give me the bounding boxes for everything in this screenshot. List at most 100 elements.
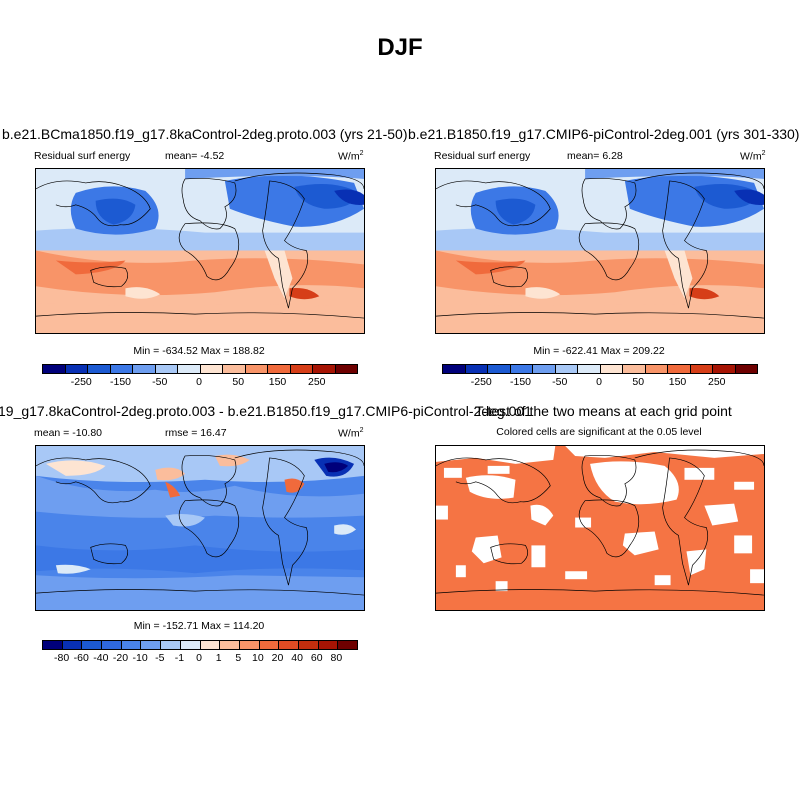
colorbar-swatch <box>318 641 339 649</box>
page-title: DJF <box>377 34 423 61</box>
colorbar-swatch <box>43 365 66 373</box>
panel-2-title: b.e21.B1850.f19_g17.CMIP6-piControl-2deg… <box>408 126 800 142</box>
colorbar-swatch <box>155 365 178 373</box>
colorbar-swatch <box>290 365 313 373</box>
colorbar-tick-label: 0 <box>196 376 202 388</box>
panel-3-minmax: Min = -152.71 Max = 114.20 <box>133 620 265 632</box>
colorbar-swatch <box>82 641 103 649</box>
colorbar-swatch <box>465 365 488 373</box>
panel-3-colorbar <box>42 640 358 650</box>
colorbar-tick-label: -50 <box>552 376 568 388</box>
colorbar-swatch <box>578 365 601 373</box>
colorbar-swatch <box>690 365 713 373</box>
colorbar-swatch <box>645 365 668 373</box>
colorbar-tick-label: -20 <box>112 652 129 664</box>
colorbar-swatch <box>510 365 533 373</box>
colorbar-tick-label: -10 <box>132 652 148 664</box>
panel-1-variable-label: Residual surf energy <box>34 150 131 162</box>
colorbar-tick-label: 250 <box>707 376 726 388</box>
colorbar-swatch <box>555 365 578 373</box>
colorbar-swatch <box>279 641 299 649</box>
colorbar-swatch <box>141 641 162 649</box>
colorbar-swatch <box>268 365 291 373</box>
colorbar-swatch <box>259 641 280 649</box>
panel-2-units: W/m2 <box>740 150 766 163</box>
colorbar-swatch <box>121 641 142 649</box>
colorbar-tick-label: -5 <box>155 652 165 664</box>
colorbar-tick-label: -150 <box>109 376 132 388</box>
colorbar-tick-label: 1 <box>215 652 222 664</box>
panel-2-colorbar <box>442 364 758 374</box>
colorbar-tick-label: -60 <box>73 652 89 664</box>
colorbar-swatch <box>62 641 83 649</box>
colorbar-tick-label: -150 <box>509 376 532 388</box>
panel-4-title: T-test of the two means at each grid poi… <box>475 403 732 419</box>
panel-3-rmse: rmse = 16.47 <box>165 427 227 439</box>
colorbar-swatch <box>338 641 357 649</box>
colorbar-swatch <box>178 365 201 373</box>
colorbar-swatch <box>600 365 623 373</box>
colorbar-swatch <box>713 365 736 373</box>
colorbar-tick-label: 250 <box>307 376 326 388</box>
colorbar-swatch <box>533 365 556 373</box>
colorbar-swatch <box>623 365 646 373</box>
colorbar-tick-label: -1 <box>174 652 185 664</box>
colorbar-tick-label: 0 <box>596 376 602 388</box>
panel-1-colorbar-labels: -250 -150 -50 0 50 150 250 <box>42 364 358 388</box>
panel-1-title: b.e21.BCma1850.f19_g17.8kaControl-2deg.p… <box>2 126 408 142</box>
colorbar-swatch <box>133 365 156 373</box>
panel-4-map <box>435 445 765 611</box>
colorbar-tick-label: -80 <box>54 652 70 664</box>
colorbar-swatch <box>443 365 466 373</box>
colorbar-tick-label: -40 <box>93 652 109 664</box>
colorbar-swatch <box>200 365 223 373</box>
panel-2-variable-label: Residual surf energy <box>434 150 531 162</box>
colorbar-tick-label: 50 <box>632 376 645 388</box>
colorbar-tick-label: 10 <box>252 652 264 664</box>
panel-1-units: W/m2 <box>338 150 364 163</box>
panel-1-map <box>35 168 365 334</box>
panel-3-mean: mean = -10.80 <box>34 427 103 439</box>
panel-2-map <box>435 168 765 334</box>
colorbar-swatch <box>313 365 336 373</box>
colorbar-tick-label: 50 <box>232 376 245 388</box>
colorbar-tick-label: 60 <box>310 652 323 664</box>
colorbar-tick-label: 150 <box>268 376 287 388</box>
colorbar-tick-label: -250 <box>470 376 492 388</box>
colorbar-swatch <box>735 365 757 373</box>
panel-3-units: W/m2 <box>338 427 364 440</box>
panel-2-mean: mean= 6.28 <box>567 150 623 162</box>
colorbar-swatch <box>43 641 63 649</box>
panel-2-minmax: Min = -622.41 Max = 209.22 <box>533 345 665 357</box>
colorbar-swatch <box>180 641 201 649</box>
colorbar-swatch <box>223 365 246 373</box>
panel-3-colorbar-labels: -80 -60 -40 -20 -10 -5 -1 0 1 5 10 20 40 60 80 <box>42 640 358 664</box>
colorbar-tick-label: 0 <box>196 652 202 664</box>
colorbar-swatch <box>335 365 357 373</box>
panel-4-subtitle: Colored cells are significant at the 0.0… <box>496 426 702 438</box>
colorbar-swatch <box>220 641 240 649</box>
colorbar-swatch <box>200 641 221 649</box>
colorbar-tick-label: -250 <box>70 376 92 388</box>
colorbar-swatch <box>65 365 88 373</box>
colorbar-tick-label: 5 <box>235 652 242 664</box>
colorbar-tick-label: 40 <box>291 652 303 664</box>
panel-1-mean: mean= -4.52 <box>165 150 225 162</box>
colorbar-swatch <box>668 365 691 373</box>
colorbar-tick-label: 150 <box>668 376 687 388</box>
colorbar-swatch <box>110 365 133 373</box>
panel-2-colorbar-labels: -250 -150 -50 0 50 150 250 <box>442 364 758 388</box>
panel-3-title: 19_g17.8kaControl-2deg.proto.003 - b.e21… <box>0 403 532 419</box>
panel-3-map <box>35 445 365 611</box>
panel-1-colorbar <box>42 364 358 374</box>
colorbar-tick-label: -50 <box>152 376 168 388</box>
colorbar-swatch <box>161 641 181 649</box>
colorbar-swatch <box>239 641 260 649</box>
panel-1-minmax: Min = -634.52 Max = 188.82 <box>133 345 265 357</box>
colorbar-swatch <box>88 365 111 373</box>
colorbar-swatch <box>102 641 122 649</box>
colorbar-swatch <box>488 365 511 373</box>
colorbar-swatch <box>245 365 268 373</box>
colorbar-tick-label: 20 <box>271 652 284 664</box>
colorbar-tick-label: 80 <box>330 652 343 664</box>
